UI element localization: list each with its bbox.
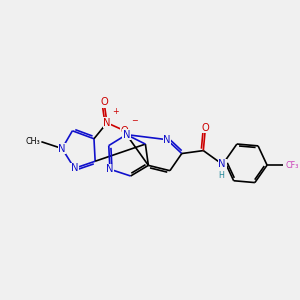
Text: O: O [121,126,129,136]
Text: N: N [163,135,171,145]
Text: CF₃: CF₃ [285,161,298,170]
Text: −: − [131,116,138,125]
Text: +: + [112,107,119,116]
Text: N: N [123,130,130,140]
Text: O: O [100,97,108,107]
Text: N: N [218,159,226,169]
Text: N: N [71,163,78,173]
Text: N: N [106,164,114,174]
Text: O: O [202,123,209,133]
Text: N: N [103,118,111,128]
Text: H: H [218,171,224,180]
Text: N: N [58,143,66,154]
Text: CH₃: CH₃ [25,137,40,146]
